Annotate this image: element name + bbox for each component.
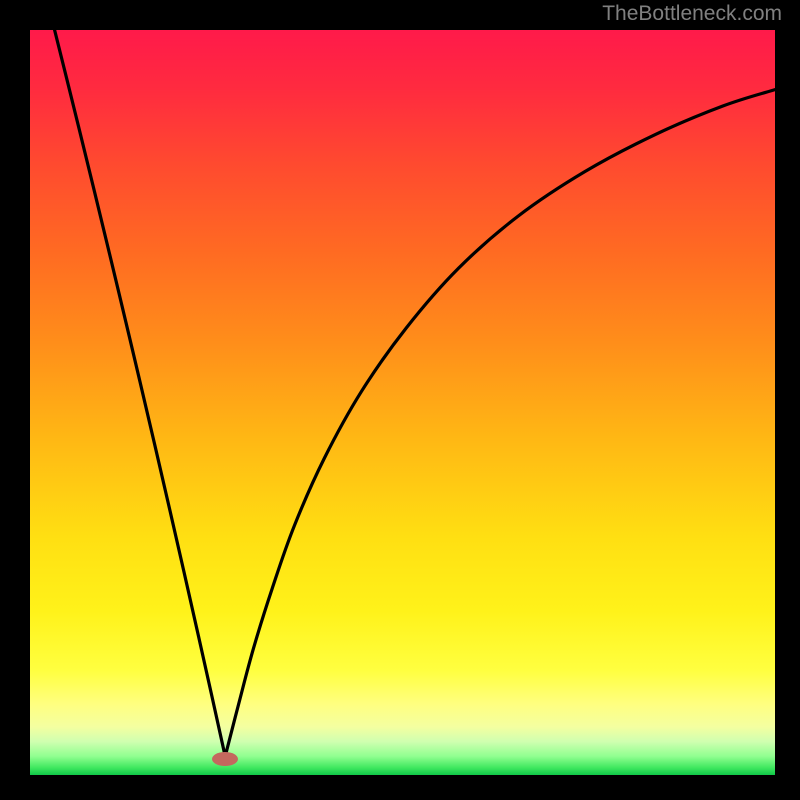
plot-area — [30, 30, 775, 775]
watermark-label: TheBottleneck.com — [602, 2, 782, 26]
bottleneck-curve — [30, 30, 775, 775]
curve-path — [55, 30, 775, 756]
minimum-marker — [212, 752, 238, 766]
